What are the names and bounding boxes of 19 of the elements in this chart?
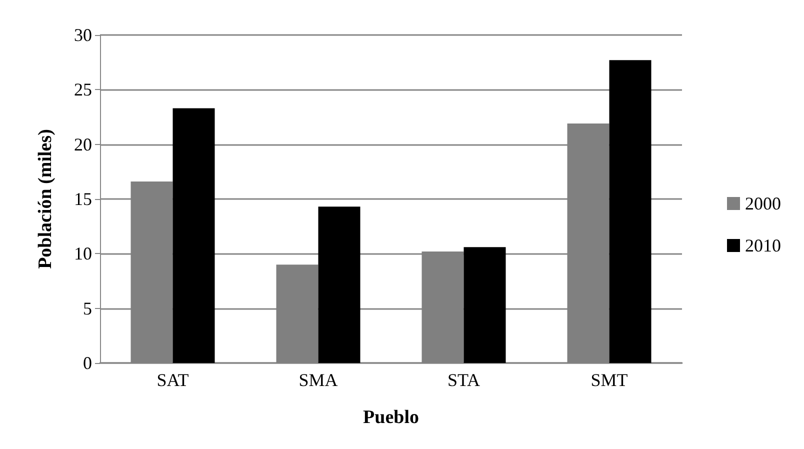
x-tick-label: STA — [447, 370, 480, 390]
y-tick-label: 15 — [74, 189, 92, 209]
x-tick-label: SMT — [590, 370, 628, 390]
x-tick-label: SAT — [156, 370, 189, 390]
bar — [318, 206, 360, 363]
y-tick-label: 10 — [74, 244, 92, 264]
y-tick-label: 5 — [83, 298, 92, 318]
legend-label: 2000 — [745, 194, 781, 214]
bar — [172, 108, 215, 363]
x-axis-title: Pueblo — [363, 407, 419, 428]
x-tick-label: SMA — [298, 370, 338, 390]
y-tick-label: 25 — [74, 80, 92, 100]
legend-label: 2010 — [745, 236, 781, 256]
bar — [609, 60, 652, 363]
y-tick-label: 0 — [83, 353, 92, 373]
y-axis-title: Población (miles) — [35, 129, 56, 269]
y-tick-label: 20 — [74, 134, 92, 154]
bar — [464, 247, 506, 363]
y-tick-label: 30 — [74, 25, 92, 45]
